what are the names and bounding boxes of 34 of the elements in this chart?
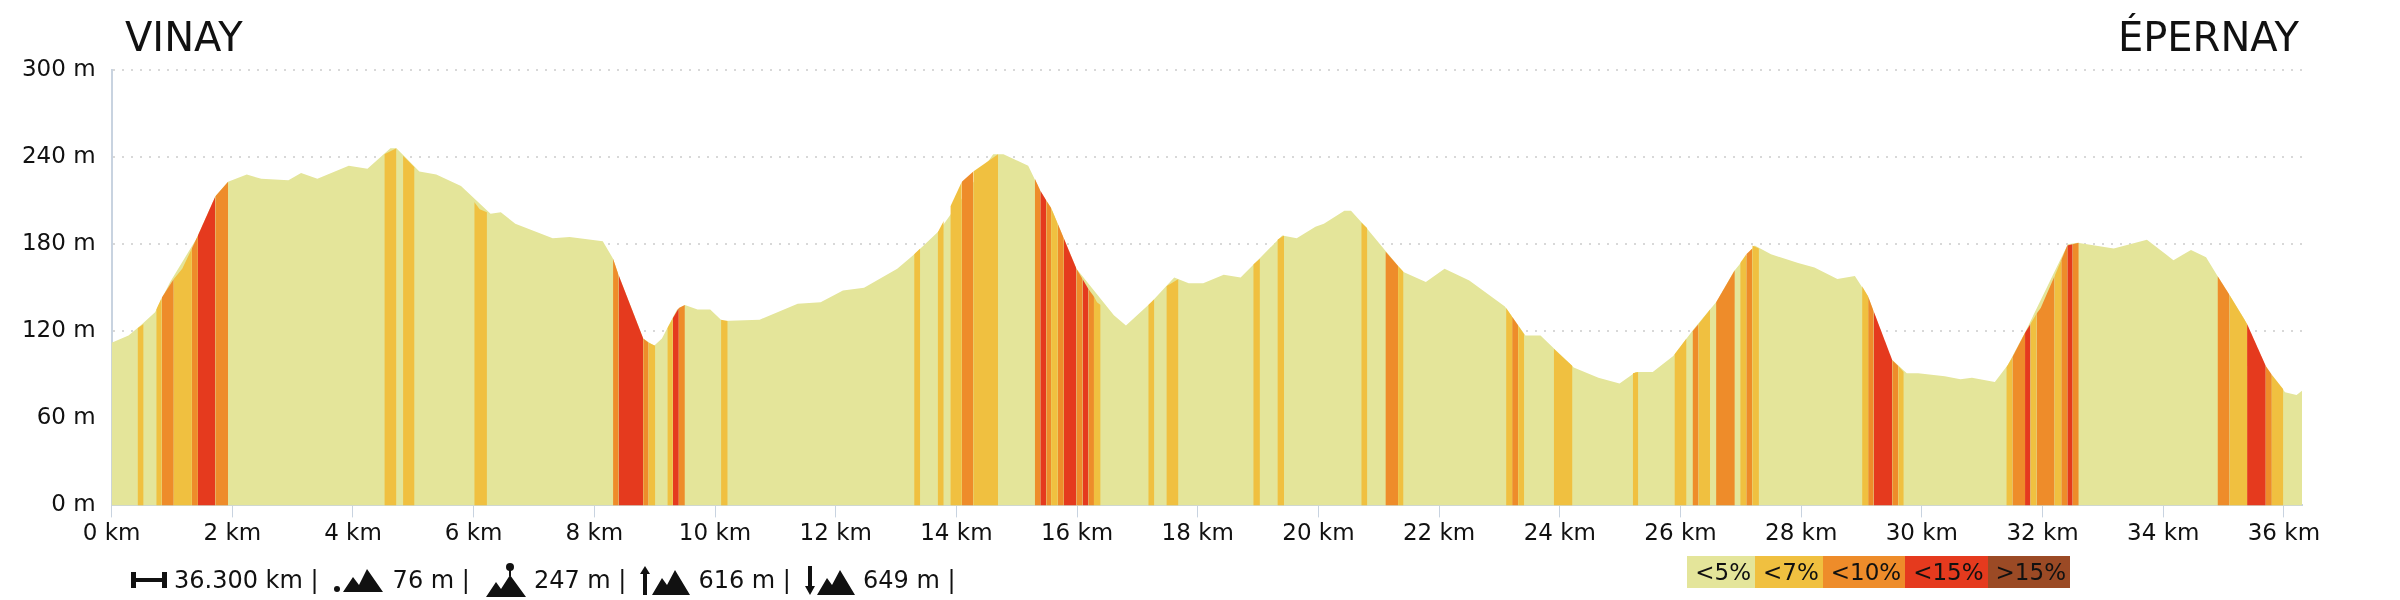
x-tick-label: 28 km bbox=[1765, 519, 1838, 546]
y-tick-label: 180 m bbox=[21, 229, 96, 256]
chart-title: VINAY bbox=[125, 14, 243, 60]
text: 36.300 km | bbox=[174, 566, 319, 594]
x-tick-label: 18 km bbox=[1161, 519, 1234, 546]
legend-label: >15% bbox=[1995, 556, 2070, 588]
y-tick-label: 240 m bbox=[21, 142, 96, 169]
x-tick-label: 14 km bbox=[920, 519, 993, 546]
x-tick-label: 20 km bbox=[1282, 519, 1355, 546]
y-tick-label: 300 m bbox=[21, 54, 96, 81]
x-tick-label: 8 km bbox=[565, 519, 624, 546]
x-tick-label: 30 km bbox=[1885, 519, 1959, 546]
x-tick-label: 24 km bbox=[1523, 519, 1596, 546]
chart-subtitle: ÉPERNAY bbox=[2117, 14, 2299, 60]
x-tick-label: 6 km bbox=[444, 519, 503, 546]
x-tick-label: 12 km bbox=[799, 519, 872, 546]
text: 649 m | bbox=[862, 566, 956, 594]
x-tick-label: 36 km bbox=[2247, 519, 2321, 546]
text: 76 m | bbox=[392, 566, 470, 594]
x-tick-label: 26 km bbox=[1644, 519, 1717, 546]
x-tick-label: 16 km bbox=[1040, 519, 1114, 546]
x-tick-label: 34 km bbox=[2127, 519, 2200, 546]
x-tick-label: 0 km bbox=[82, 519, 141, 546]
y-tick-label: 120 m bbox=[21, 316, 96, 343]
x-tick-label: 10 km bbox=[678, 519, 752, 546]
x-tick-label: 4 km bbox=[324, 519, 382, 546]
x-tick-label: 22 km bbox=[1402, 519, 1476, 546]
y-tick-label: 60 m bbox=[36, 403, 96, 430]
legend-label: <5% bbox=[1695, 556, 1756, 588]
text: 247 m | bbox=[533, 566, 627, 594]
y-tick-label: 0 m bbox=[51, 490, 96, 517]
x-tick-label: 2 km bbox=[203, 519, 262, 546]
x-tick-label: 32 km bbox=[2006, 519, 2079, 546]
text: 616 m | bbox=[698, 566, 791, 594]
